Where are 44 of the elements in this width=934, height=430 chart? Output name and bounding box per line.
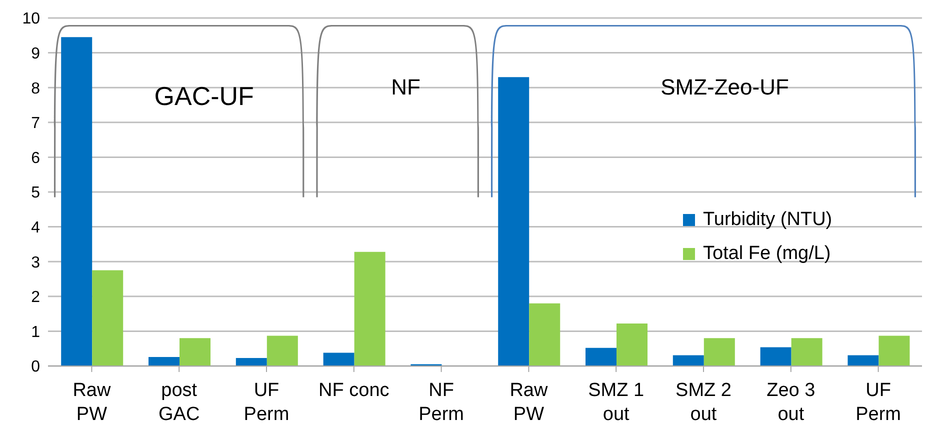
x-tick-label: Raw PW [510, 380, 548, 425]
bar [586, 348, 617, 366]
x-tick-label: UF Perm [244, 380, 290, 425]
bar [878, 336, 910, 366]
bar [672, 355, 704, 366]
bar [236, 358, 267, 366]
legend-label: Total Fe (mg/L) [703, 242, 831, 266]
y-tick-label: 1 [31, 324, 40, 341]
bar [760, 347, 792, 366]
bar [266, 336, 298, 366]
x-tick-label: post GAC [158, 380, 200, 425]
bar [791, 338, 822, 366]
y-tick-label: 5 [31, 184, 40, 202]
x-tick-label: NF conc [318, 380, 390, 401]
bar [616, 324, 648, 366]
bar [61, 37, 92, 366]
annotation: SMZ-Zeo-UF [660, 74, 789, 100]
y-tick-label: 7 [31, 115, 40, 132]
y-tick-label: 4 [31, 219, 40, 236]
x-tick-label: Raw PW [72, 380, 111, 425]
y-tick-label: 3 [31, 254, 40, 272]
bar [354, 252, 386, 366]
bar [529, 303, 560, 366]
bar [704, 338, 735, 366]
y-tick-label: 6 [31, 150, 40, 167]
y-tick-label: 2 [31, 289, 40, 306]
x-tick-label: Zeo 3 out [766, 380, 816, 425]
x-tick-label: NF Perm [418, 380, 464, 425]
y-tick-label: 0 [31, 358, 40, 376]
x-tick-label: SMZ 1 out [588, 380, 644, 425]
bar [180, 338, 211, 366]
y-tick-label: 10 [22, 10, 40, 28]
annotation: GAC-UF [154, 81, 254, 111]
legend-label: Turbidity (NTU) [703, 208, 832, 232]
bar [498, 77, 530, 366]
bar [92, 270, 124, 366]
x-tick-label: SMZ 2 out [676, 380, 732, 425]
y-tick-label: 8 [31, 80, 40, 98]
annotation: NF [391, 74, 420, 100]
y-tick-label: 9 [31, 45, 40, 62]
bar [323, 352, 354, 366]
x-tick-label: UF Perm [856, 380, 902, 425]
bar [148, 356, 180, 366]
bar [848, 355, 879, 366]
